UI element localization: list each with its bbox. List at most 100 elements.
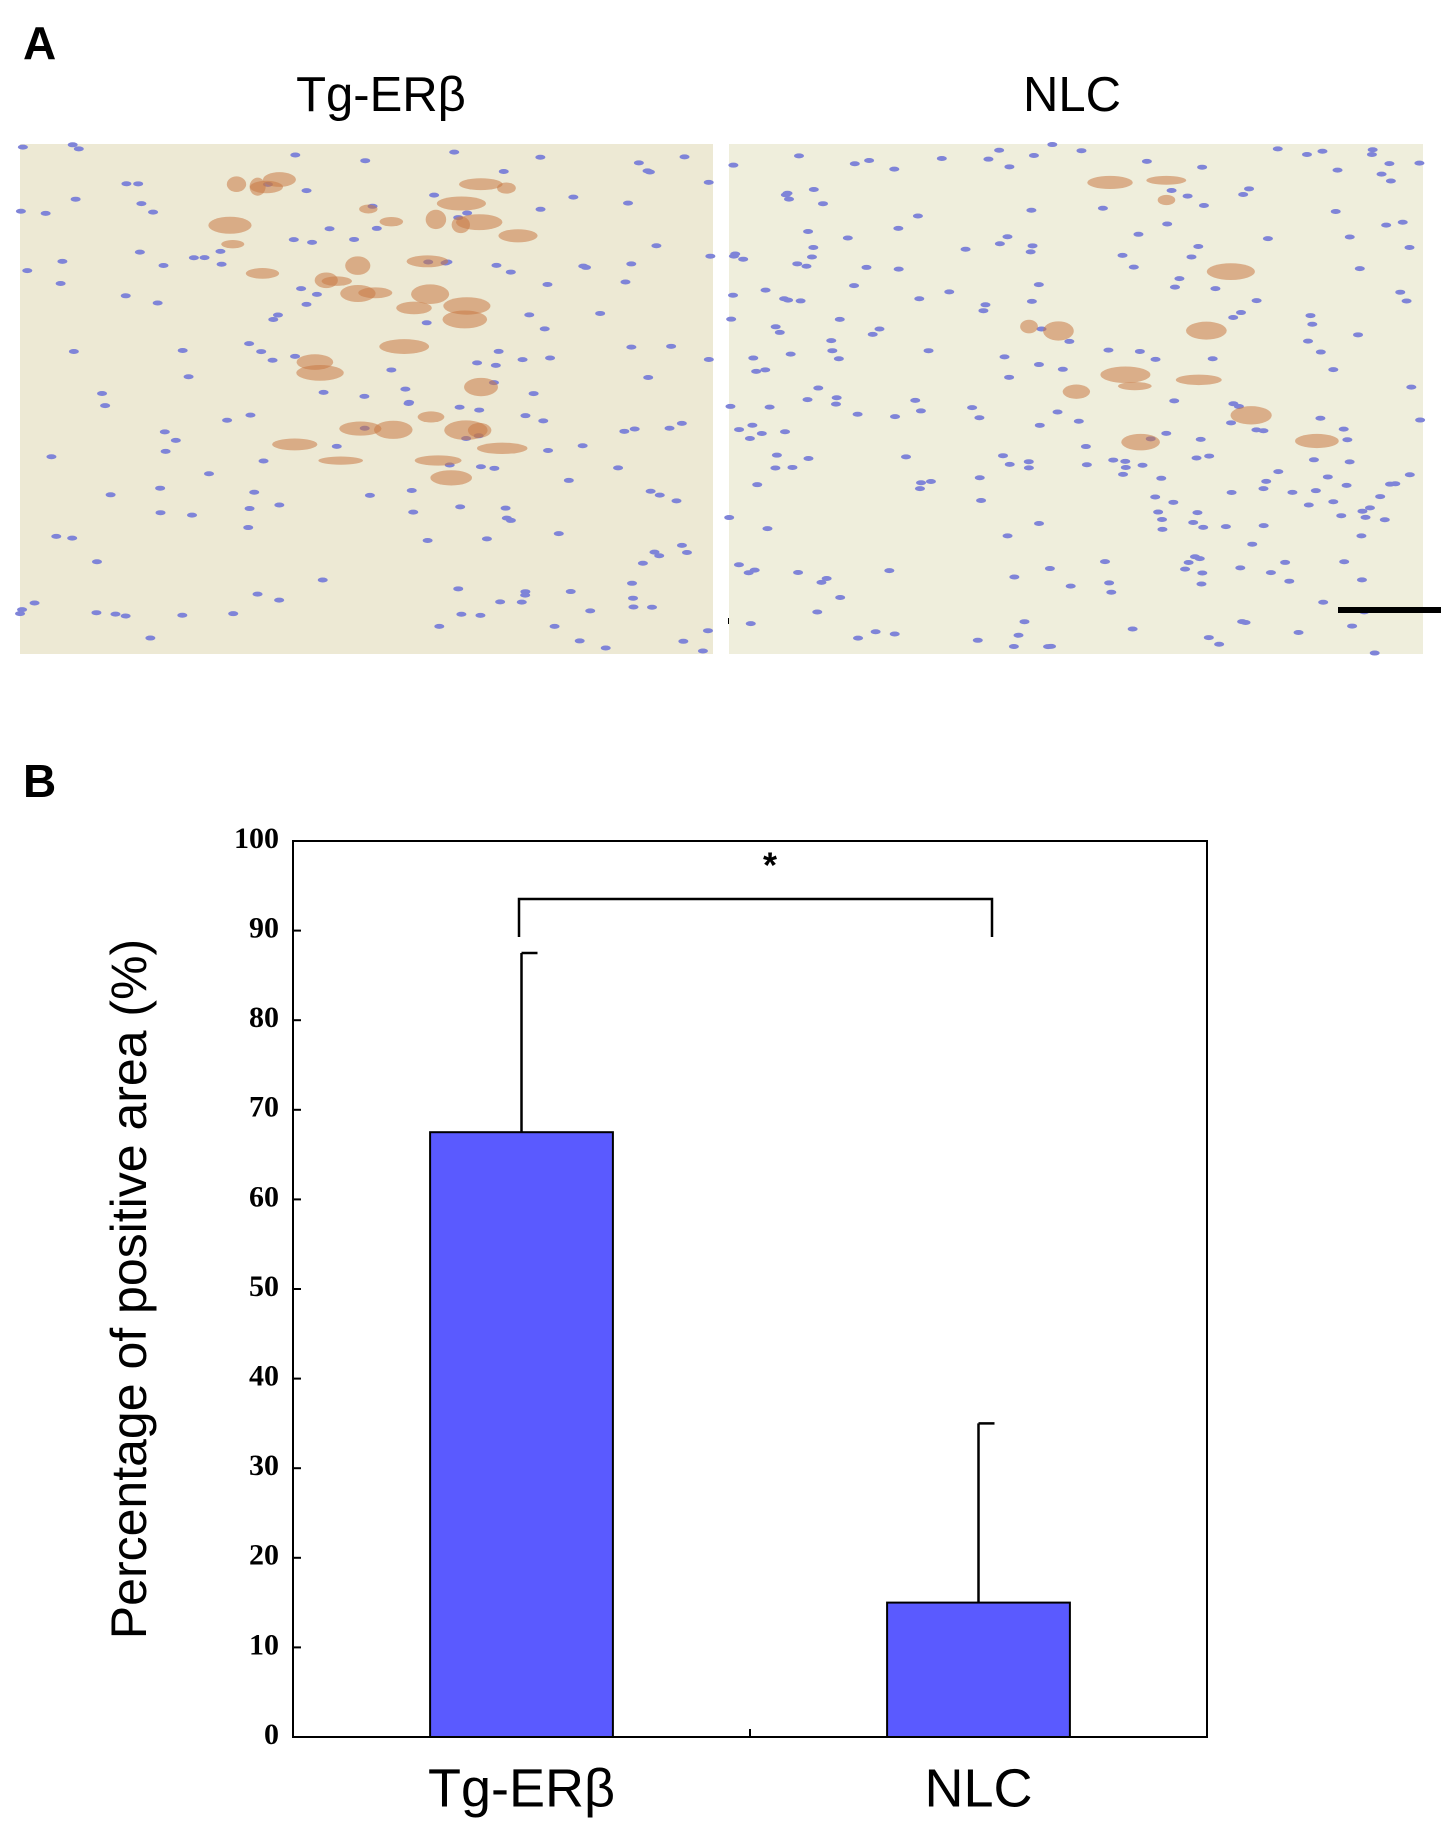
- nucleus: [301, 301, 312, 307]
- nucleus: [1235, 565, 1246, 571]
- nucleus: [1357, 508, 1368, 514]
- panel-label: B: [23, 755, 56, 807]
- nucleus: [520, 413, 531, 419]
- nucleus: [1004, 461, 1015, 467]
- nucleus: [901, 454, 912, 460]
- x-tick-label: Tg-ERβ: [428, 1758, 615, 1818]
- nucleus: [1192, 510, 1203, 516]
- y-tick-label: 20: [249, 1539, 279, 1572]
- stain: [455, 214, 503, 231]
- nucleus: [999, 354, 1010, 360]
- nucleus: [1127, 626, 1138, 632]
- nucleus: [216, 261, 227, 267]
- nucleus: [1009, 574, 1020, 580]
- nucleus: [495, 599, 506, 605]
- y-axis-label: Percentage of positive area (%): [101, 939, 157, 1639]
- nucleus: [1360, 514, 1371, 520]
- nucleus: [864, 158, 875, 164]
- nucleus: [1106, 589, 1117, 595]
- image-title: Tg-ERβ: [296, 68, 466, 122]
- image-title: NLC: [1023, 68, 1121, 122]
- stain: [208, 216, 252, 234]
- nucleus: [1251, 298, 1262, 304]
- nucleus: [349, 236, 360, 242]
- nucleus: [1384, 161, 1395, 167]
- nucleus: [1052, 409, 1063, 415]
- stain: [425, 209, 447, 230]
- nucleus: [664, 425, 675, 431]
- nucleus: [852, 411, 863, 417]
- nucleus: [408, 509, 419, 515]
- nucleus: [520, 592, 531, 598]
- nucleus: [1310, 488, 1321, 494]
- nucleus: [774, 329, 785, 335]
- nucleus: [647, 604, 658, 610]
- stain: [430, 470, 472, 486]
- nucleus: [770, 324, 781, 330]
- nucleus: [980, 302, 991, 308]
- nucleus: [793, 153, 804, 159]
- nucleus: [1204, 453, 1215, 459]
- nucleus: [475, 612, 486, 618]
- nucleus: [1134, 348, 1145, 354]
- nucleus: [1375, 494, 1386, 500]
- nucleus: [1339, 559, 1350, 565]
- nucleus: [73, 146, 84, 152]
- nucleus: [728, 292, 739, 298]
- stain: [1206, 263, 1255, 280]
- nucleus: [228, 611, 239, 617]
- nucleus: [288, 237, 299, 243]
- nucleus: [543, 448, 554, 454]
- nucleus: [1156, 475, 1167, 481]
- nucleus: [158, 262, 169, 268]
- nucleus: [676, 542, 687, 548]
- nucleus: [290, 353, 301, 359]
- stain: [443, 297, 491, 315]
- nucleus: [1033, 282, 1044, 288]
- nucleus: [501, 515, 512, 521]
- nucleus: [429, 192, 440, 198]
- nucleus: [565, 589, 576, 595]
- nucleus: [577, 443, 588, 449]
- nucleus: [733, 562, 744, 568]
- nucleus: [803, 456, 814, 462]
- nucleus: [1322, 474, 1333, 480]
- nucleus: [1023, 459, 1034, 465]
- nucleus: [1308, 457, 1319, 463]
- nucleus: [1100, 559, 1111, 565]
- y-tick-label: 100: [234, 822, 279, 855]
- nucleus: [748, 355, 759, 361]
- nucleus: [1328, 499, 1339, 505]
- nucleus: [215, 248, 226, 254]
- stain: [296, 365, 344, 381]
- nucleus: [1169, 398, 1180, 404]
- stain: [467, 422, 492, 438]
- stain: [1186, 321, 1227, 340]
- nucleus: [626, 344, 637, 350]
- y-tick-label: 80: [249, 1001, 279, 1034]
- nucleus: [244, 506, 255, 512]
- nucleus: [645, 488, 656, 494]
- nucleus: [22, 268, 33, 274]
- nucleus: [148, 209, 159, 215]
- nucleus: [15, 208, 26, 214]
- nucleus: [619, 428, 630, 434]
- nucleus: [1002, 533, 1013, 539]
- nucleus: [1220, 524, 1231, 530]
- nucleus: [978, 308, 989, 314]
- nucleus: [422, 538, 433, 544]
- nucleus: [1207, 356, 1218, 362]
- nucleus: [1381, 222, 1392, 228]
- stain: [249, 180, 284, 194]
- nucleus: [779, 296, 790, 302]
- nucleus: [152, 300, 163, 306]
- nucleus: [1303, 338, 1314, 344]
- nucleus: [1180, 566, 1191, 572]
- nucleus: [1195, 436, 1206, 442]
- nucleus: [756, 430, 767, 436]
- nucleus: [1303, 502, 1314, 508]
- nucleus: [1189, 554, 1200, 560]
- nucleus: [516, 599, 527, 605]
- x-tick-label: NLC: [924, 1758, 1032, 1818]
